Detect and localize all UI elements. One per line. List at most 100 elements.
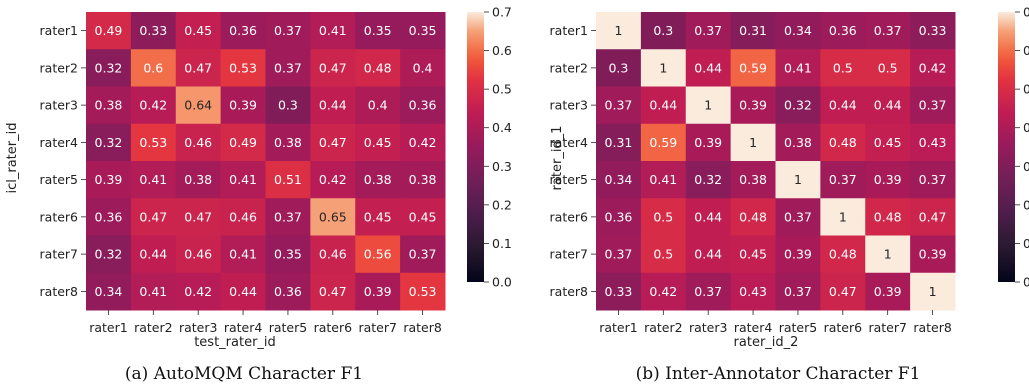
y-tick-label: rater3 bbox=[40, 98, 78, 113]
cell-value-label: 0.47 bbox=[139, 209, 167, 224]
cell-value-label: 0.32 bbox=[95, 247, 123, 262]
heatmap-cell bbox=[775, 235, 821, 274]
cell-value-label: 0.38 bbox=[184, 172, 212, 187]
colorbar-tick-label: 0.3 bbox=[492, 159, 512, 174]
cell-value-label: 0.42 bbox=[649, 284, 677, 299]
heatmap-cell bbox=[730, 161, 776, 199]
heatmap-cell bbox=[685, 49, 732, 87]
cell-value-label: 0.44 bbox=[829, 98, 857, 113]
colorbar-ticks-a: 0.0 0.1 0.2 0.3 0.4 0.5 0.6 0.7 bbox=[484, 5, 512, 290]
heatmap-cell bbox=[910, 161, 956, 199]
cell-value-label: 0.48 bbox=[829, 135, 857, 150]
heatmap-cell bbox=[820, 86, 866, 125]
heatmap-cell bbox=[820, 272, 866, 311]
heatmap-cell bbox=[86, 235, 132, 274]
heatmap-cell bbox=[685, 235, 732, 274]
cell-value-label: 0.36 bbox=[274, 284, 302, 299]
heatmap-cell bbox=[265, 272, 311, 311]
cell-value-label: 0.47 bbox=[184, 209, 212, 224]
cell-value-label: 0.33 bbox=[919, 23, 947, 38]
heatmap-cell bbox=[400, 161, 446, 199]
cell-value-label: 0.46 bbox=[184, 247, 212, 262]
heatmap-cell bbox=[640, 123, 687, 162]
heatmap-cell bbox=[865, 123, 911, 162]
cell-value-label: 0.47 bbox=[319, 60, 347, 75]
cell-value-label: 0.35 bbox=[409, 23, 437, 38]
heatmap-cell bbox=[310, 123, 356, 162]
cell-value-label: 0.49 bbox=[95, 23, 123, 38]
heatmap-cell bbox=[86, 49, 132, 87]
y-tick-label: rater7 bbox=[550, 247, 588, 262]
colorbar-tick-label: 0.2 bbox=[1023, 197, 1029, 212]
heatmap-cell bbox=[86, 86, 132, 125]
heatmap-cell bbox=[775, 12, 821, 50]
colorbar-tick-label: 0.4 bbox=[492, 120, 512, 135]
heatmap-cell bbox=[265, 49, 311, 87]
cell-value-label: 0.44 bbox=[694, 209, 722, 224]
heatmap-cell bbox=[220, 235, 266, 274]
x-tick-label: rater5 bbox=[269, 320, 307, 335]
heatmap-cell bbox=[865, 49, 911, 87]
heatmap-cell bbox=[265, 12, 311, 50]
cell-value-label: 0.32 bbox=[95, 135, 123, 150]
heatmap-cell bbox=[310, 198, 356, 236]
heatmap-cell bbox=[865, 235, 911, 274]
cell-value-label: 0.45 bbox=[184, 23, 212, 38]
heatmap-cell bbox=[685, 272, 732, 311]
heatmap-cell bbox=[400, 123, 446, 162]
y-tick-label: rater7 bbox=[40, 247, 78, 262]
cell-value-label: 0.45 bbox=[874, 135, 902, 150]
cell-value-label: 0.36 bbox=[229, 23, 257, 38]
heatmap-cell bbox=[820, 198, 866, 236]
cell-value-label: 0.37 bbox=[919, 98, 947, 113]
cell-value-label: 0.34 bbox=[95, 284, 123, 299]
heatmap-cell bbox=[130, 272, 177, 311]
heatmap-cell bbox=[685, 161, 732, 199]
cell-value-label: 0.32 bbox=[95, 60, 123, 75]
colorbar-a bbox=[467, 12, 484, 282]
heatmap-cell bbox=[640, 161, 687, 199]
cell-value-label: 0.37 bbox=[605, 247, 633, 262]
heatmap-cell bbox=[355, 198, 401, 236]
heatmap-cell bbox=[775, 198, 821, 236]
heatmap-cell bbox=[220, 86, 266, 125]
cell-value-label: 0.34 bbox=[605, 172, 633, 187]
cell-value-label: 0.39 bbox=[874, 284, 902, 299]
colorbar-tick-label: 0.7 bbox=[1023, 5, 1029, 20]
heatmap-cell bbox=[596, 198, 642, 236]
cell-value-label: 0.46 bbox=[229, 209, 257, 224]
heatmap-cell bbox=[820, 123, 866, 162]
heatmap-cell bbox=[86, 12, 132, 50]
cell-value-label: 0.43 bbox=[739, 284, 767, 299]
heatmap-cell bbox=[175, 272, 222, 311]
x-axis-label-a: test_rater_id bbox=[194, 335, 276, 350]
colorbar-tick-label: 0.6 bbox=[1023, 43, 1029, 58]
y-tick-label: rater3 bbox=[550, 98, 588, 113]
cell-value-label: 0.45 bbox=[364, 209, 392, 224]
heatmap-cell bbox=[910, 198, 956, 236]
cell-value-label: 0.39 bbox=[739, 98, 767, 113]
cell-value-label: 0.5 bbox=[878, 60, 898, 75]
x-tick-label: rater3 bbox=[179, 320, 217, 335]
cell-value-label: 0.32 bbox=[784, 98, 812, 113]
heatmap-cell bbox=[355, 123, 401, 162]
cell-value-label: 0.42 bbox=[184, 284, 212, 299]
cell-value-label: 0.36 bbox=[605, 209, 633, 224]
y-tick-label: rater1 bbox=[40, 23, 78, 38]
heatmap-cell bbox=[910, 123, 956, 162]
cell-value-label: 0.47 bbox=[919, 209, 947, 224]
cell-value-label: 0.37 bbox=[409, 247, 437, 262]
heatmap-cell bbox=[596, 12, 642, 50]
cell-value-label: 1 bbox=[659, 60, 667, 75]
heatmap-cell bbox=[86, 198, 132, 236]
cell-value-label: 0.44 bbox=[319, 98, 347, 113]
heatmap-cell bbox=[640, 86, 687, 125]
cell-value-label: 0.39 bbox=[364, 284, 392, 299]
cell-value-label: 0.53 bbox=[409, 284, 437, 299]
y-tick-label: rater2 bbox=[40, 60, 78, 75]
cell-value-label: 0.37 bbox=[694, 284, 722, 299]
cell-value-label: 0.44 bbox=[694, 60, 722, 75]
cell-value-label: 0.48 bbox=[364, 60, 392, 75]
y-tick-labels-a: rater1 rater2 rater3 rater4 rater5 rater6 rate… bbox=[40, 23, 86, 299]
